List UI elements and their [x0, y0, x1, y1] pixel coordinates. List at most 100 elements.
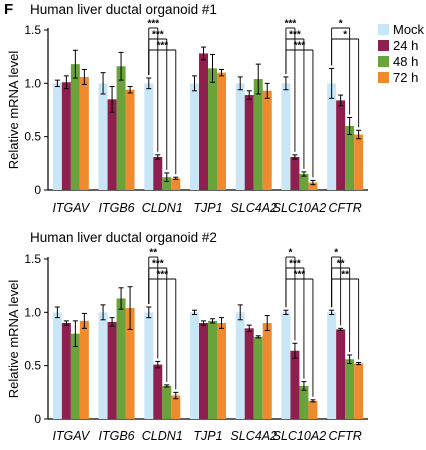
bar — [125, 89, 135, 190]
bar — [125, 308, 135, 419]
significance-marker: *** — [152, 30, 164, 41]
category-label: CFTR — [328, 429, 361, 443]
category-label: ITGB6 — [99, 201, 135, 215]
bar — [262, 90, 272, 190]
legend-label: 72 h — [393, 70, 418, 85]
bar — [244, 95, 254, 190]
significance-marker: *** — [156, 41, 168, 52]
bar — [354, 134, 364, 190]
y-tick-label: 0.5 — [24, 130, 41, 144]
bar — [308, 400, 318, 419]
bar — [153, 364, 163, 419]
bar — [308, 182, 318, 190]
legend-swatch — [378, 72, 389, 83]
significance-marker: *** — [152, 259, 164, 270]
category-label: ITGB6 — [99, 429, 135, 443]
chart-title: Human liver ductal organoid #1 — [30, 2, 217, 17]
significance-marker: *** — [294, 270, 306, 281]
bar — [235, 312, 245, 419]
chart-title: Human liver ductal organoid #2 — [30, 230, 217, 245]
bar — [299, 385, 309, 419]
y-tick-label: 1.0 — [24, 76, 41, 90]
bar — [281, 83, 291, 190]
bar — [116, 298, 126, 419]
bar — [208, 68, 217, 190]
bar — [61, 323, 71, 419]
bar — [244, 328, 254, 419]
bar — [253, 336, 263, 419]
bar — [52, 83, 62, 190]
y-tick-label: 1.5 — [24, 252, 41, 266]
legend-label: 24 h — [393, 38, 418, 53]
bar — [98, 312, 108, 419]
y-tick-label: 0 — [34, 183, 41, 197]
bar — [253, 79, 263, 190]
bar — [235, 83, 245, 190]
bar — [281, 312, 291, 419]
bar — [70, 333, 80, 419]
bar — [98, 83, 108, 190]
y-axis-label: Relative mRNA level — [6, 280, 21, 399]
y-tick-label: 0.5 — [24, 359, 41, 373]
significance-marker: ** — [337, 259, 345, 270]
bar — [162, 177, 172, 190]
category-label: SLC4A2 — [230, 429, 277, 443]
legend-swatch — [378, 56, 389, 67]
category-label: CFTR — [328, 201, 361, 215]
bar — [79, 76, 89, 190]
bar — [327, 312, 337, 419]
bar — [345, 126, 355, 190]
significance-marker: *** — [289, 259, 301, 270]
bar — [70, 64, 80, 190]
category-label: SLC10A2 — [273, 429, 327, 443]
bar — [190, 312, 199, 419]
significance-marker: *** — [285, 19, 297, 30]
significance-marker: ** — [341, 270, 349, 281]
bar — [171, 395, 181, 419]
bar — [171, 178, 181, 190]
significance-marker: ** — [149, 248, 157, 259]
y-axis-label: Relative mRNA level — [6, 51, 21, 170]
bar — [354, 363, 364, 419]
bar — [336, 100, 346, 190]
bar — [144, 83, 154, 190]
significance-marker: *** — [294, 41, 306, 52]
category-label: TJP1 — [193, 429, 222, 443]
bar — [336, 329, 346, 419]
category-label: ITGAV — [52, 429, 90, 443]
legend-swatch — [378, 40, 389, 51]
bar — [144, 312, 154, 419]
legend-label: 48 h — [393, 54, 418, 69]
bar — [290, 350, 300, 419]
bar — [79, 320, 89, 419]
significance-marker: * — [334, 248, 338, 259]
legend-swatch — [378, 24, 389, 35]
bar — [199, 53, 208, 190]
bar — [153, 156, 163, 190]
bar — [345, 359, 355, 419]
bar — [61, 82, 71, 190]
bar — [107, 321, 117, 419]
significance-marker: * — [288, 248, 292, 259]
category-label: TJP1 — [193, 201, 222, 215]
bar — [190, 83, 199, 190]
significance-marker: * — [343, 30, 347, 41]
y-tick-label: 1.5 — [24, 23, 41, 37]
bar — [52, 312, 62, 419]
panel-letter: F — [4, 1, 14, 18]
bar — [262, 323, 272, 419]
bar — [290, 156, 300, 190]
category-label: SLC4A2 — [230, 201, 277, 215]
significance-marker: *** — [147, 19, 159, 30]
category-label: ITGAV — [52, 201, 90, 215]
category-label: SLC10A2 — [273, 201, 327, 215]
bar — [327, 83, 337, 190]
legend-label: Mock — [393, 22, 425, 37]
bar — [217, 72, 226, 190]
category-label: CLDN1 — [142, 201, 183, 215]
y-tick-label: 0 — [34, 412, 41, 426]
bar — [208, 320, 217, 419]
bar — [217, 323, 226, 419]
significance-marker: * — [339, 19, 343, 30]
